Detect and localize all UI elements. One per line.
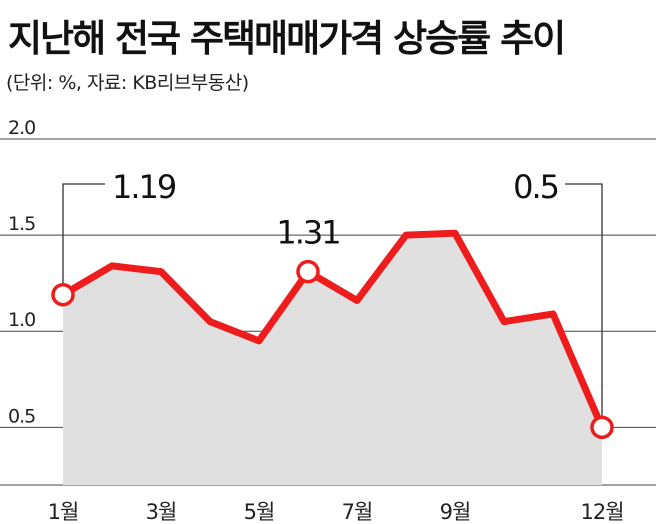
x-tick-label: 9월: [440, 500, 471, 524]
y-tick-label: 2.0: [8, 117, 35, 139]
x-tick-label: 7월: [342, 500, 373, 524]
data-point-marker: [296, 259, 320, 284]
x-tick-label: 1월: [48, 500, 79, 524]
data-point-marker: [51, 282, 75, 307]
y-tick-label: 1.0: [8, 309, 35, 331]
chart-subtitle: (단위: %, 자료: KB리브부동산): [6, 72, 249, 94]
x-tick-label: 12월: [580, 500, 623, 524]
data-point-marker: [590, 415, 614, 440]
data-label: 1.19: [112, 168, 176, 206]
data-label: 0.5: [513, 168, 558, 206]
x-tick-label: 3월: [146, 500, 177, 524]
x-tick-label: 5월: [244, 500, 275, 524]
data-label: 1.31: [276, 214, 339, 252]
y-tick-label: 1.5: [8, 213, 35, 235]
y-tick-label: 0.5: [8, 405, 35, 427]
series-line: [59, 229, 606, 431]
annotation-leader: [62, 183, 105, 295]
chart-title: 지난해 전국 주택매매가격 상승률 추이: [8, 17, 566, 60]
annotation-leader: [565, 183, 603, 428]
area-fill: [63, 233, 602, 485]
